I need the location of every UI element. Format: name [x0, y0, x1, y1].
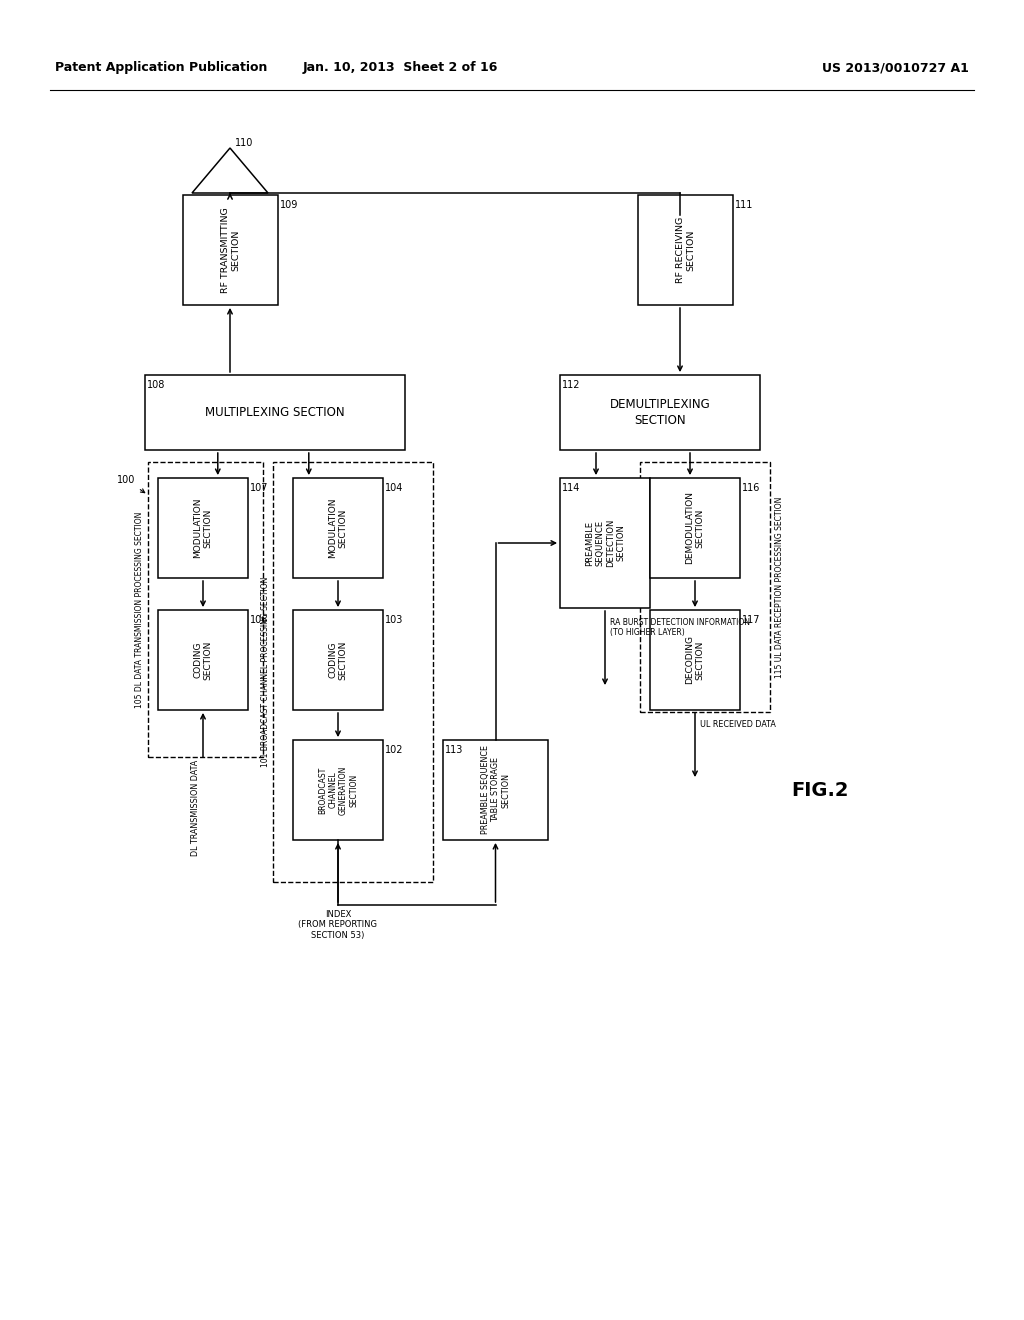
Text: 110: 110: [234, 139, 253, 148]
Text: 109: 109: [280, 201, 298, 210]
Text: RA BURST DETECTION INFORMATION
(TO HIGHER LAYER): RA BURST DETECTION INFORMATION (TO HIGHE…: [610, 618, 750, 638]
Bar: [638, 195, 733, 305]
Text: INDEX
(FROM REPORTING
SECTION 53): INDEX (FROM REPORTING SECTION 53): [299, 909, 378, 940]
Bar: [293, 741, 383, 840]
Text: 117: 117: [742, 615, 761, 624]
Bar: [148, 462, 263, 756]
Text: 105 DL DATA TRANSMISSION PROCESSING SECTION: 105 DL DATA TRANSMISSION PROCESSING SECT…: [135, 511, 144, 708]
Bar: [273, 462, 433, 882]
Text: DEMODULATION
SECTION: DEMODULATION SECTION: [685, 491, 705, 565]
Bar: [158, 478, 248, 578]
Text: 111: 111: [735, 201, 754, 210]
Text: 106: 106: [250, 615, 268, 624]
Text: CODING
SECTION: CODING SECTION: [329, 640, 348, 680]
Text: 103: 103: [385, 615, 403, 624]
Text: DEMULTIPLEXING
SECTION: DEMULTIPLEXING SECTION: [609, 399, 711, 426]
Text: 115 UL DATA RECEPTION PROCESSING SECTION: 115 UL DATA RECEPTION PROCESSING SECTION: [775, 496, 784, 677]
Text: 100: 100: [117, 475, 135, 484]
Bar: [158, 610, 248, 710]
Bar: [293, 610, 383, 710]
Text: 114: 114: [562, 483, 581, 492]
Text: PREAMBLE
SEQUENCE
DETECTION
SECTION: PREAMBLE SEQUENCE DETECTION SECTION: [585, 519, 625, 568]
Text: MODULATION
SECTION: MODULATION SECTION: [194, 498, 213, 558]
Text: UL RECEIVED DATA: UL RECEIVED DATA: [700, 719, 776, 729]
Text: 101 BROADCAST CHANNEL PROCESSING SECTION: 101 BROADCAST CHANNEL PROCESSING SECTION: [260, 577, 269, 767]
Text: 112: 112: [562, 380, 581, 389]
Bar: [293, 478, 383, 578]
Text: RF TRANSMITTING
SECTION: RF TRANSMITTING SECTION: [221, 207, 241, 293]
Text: Patent Application Publication: Patent Application Publication: [55, 62, 267, 74]
Text: Jan. 10, 2013  Sheet 2 of 16: Jan. 10, 2013 Sheet 2 of 16: [302, 62, 498, 74]
Bar: [560, 478, 650, 609]
Text: PREAMBLE SEQUENCE
TABLE STORAGE
SECTION: PREAMBLE SEQUENCE TABLE STORAGE SECTION: [480, 746, 510, 834]
Text: CODING
SECTION: CODING SECTION: [194, 640, 213, 680]
Text: 116: 116: [742, 483, 761, 492]
Text: FIG.2: FIG.2: [792, 780, 849, 800]
Bar: [183, 195, 278, 305]
Text: BROADCAST
CHANNEL
GENERATION
SECTION: BROADCAST CHANNEL GENERATION SECTION: [317, 766, 358, 814]
Bar: [560, 375, 760, 450]
Text: MULTIPLEXING SECTION: MULTIPLEXING SECTION: [205, 407, 345, 418]
Text: 104: 104: [385, 483, 403, 492]
Bar: [650, 610, 740, 710]
Text: US 2013/0010727 A1: US 2013/0010727 A1: [822, 62, 969, 74]
Bar: [443, 741, 548, 840]
Bar: [650, 478, 740, 578]
Text: DECODING
SECTION: DECODING SECTION: [685, 635, 705, 685]
Text: MODULATION
SECTION: MODULATION SECTION: [329, 498, 348, 558]
Text: 108: 108: [147, 380, 165, 389]
Bar: [145, 375, 406, 450]
Text: 102: 102: [385, 744, 403, 755]
Text: DL TRANSMISSION DATA: DL TRANSMISSION DATA: [190, 760, 200, 857]
Bar: [640, 462, 770, 711]
Text: 113: 113: [445, 744, 464, 755]
Text: 107: 107: [250, 483, 268, 492]
Text: RF RECEIVING
SECTION: RF RECEIVING SECTION: [676, 216, 695, 282]
